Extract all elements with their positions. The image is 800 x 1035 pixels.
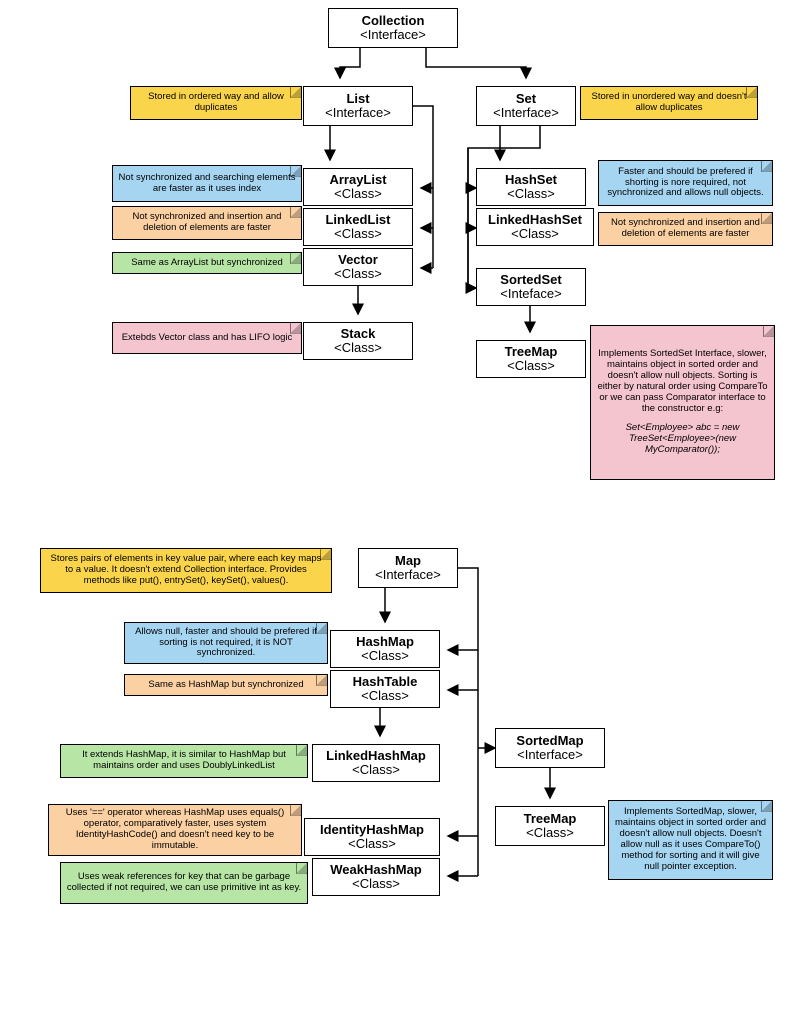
node-subtitle: <Class>: [308, 227, 408, 241]
node-subtitle: <Inteface>: [481, 287, 581, 301]
node-subtitle: <Class>: [335, 689, 435, 703]
node-weakhashmap: WeakHashMap<Class>: [312, 858, 440, 896]
node-subtitle: <Class>: [317, 877, 435, 891]
node-subtitle: <Interface>: [500, 748, 600, 762]
node-hashset: HashSet<Class>: [476, 168, 586, 206]
node-linkedhashset: LinkedHashSet<Class>: [476, 208, 594, 246]
note-map_note: Stores pairs of elements in key value pa…: [40, 548, 332, 593]
node-subtitle: <Class>: [500, 826, 600, 840]
node-title: HashTable: [335, 675, 435, 689]
node-title: Stack: [308, 327, 408, 341]
node-title: HashMap: [335, 635, 435, 649]
edge: [340, 48, 360, 78]
node-title: TreeMap: [481, 345, 581, 359]
node-title: ArrayList: [308, 173, 408, 187]
node-linkedhashmap: LinkedHashMap<Class>: [312, 744, 440, 782]
note-arraylist_note: Not synchronized and searching elements …: [112, 165, 302, 202]
node-sortedmap: SortedMap<Interface>: [495, 728, 605, 768]
note-treemap2_note: Implements SortedMap, slower, maintains …: [608, 800, 773, 880]
edge: [468, 126, 540, 288]
node-treemap2: TreeMap<Class>: [495, 806, 605, 846]
node-subtitle: <Class>: [308, 187, 408, 201]
node-title: Vector: [308, 253, 408, 267]
node-subtitle: <Class>: [481, 187, 581, 201]
node-subtitle: <Class>: [481, 227, 589, 241]
note-identityhashmap_note: Uses '==' operator whereas HashMap uses …: [48, 804, 302, 856]
node-set: Set<Interface>: [476, 86, 576, 126]
node-stack: Stack<Class>: [303, 322, 413, 360]
node-title: Map: [363, 554, 453, 568]
node-title: LinkedHashSet: [481, 213, 589, 227]
node-title: LinkedList: [308, 213, 408, 227]
note-hashtable_note: Same as HashMap but synchronized: [124, 674, 328, 696]
note-linkedlist_note: Not synchronized and insertion and delet…: [112, 206, 302, 240]
node-title: HashSet: [481, 173, 581, 187]
note-weakhashmap_note: Uses weak references for key that can be…: [60, 862, 308, 904]
node-title: SortedSet: [481, 273, 581, 287]
node-map: Map<Interface>: [358, 548, 458, 588]
node-subtitle: <Interface>: [363, 568, 453, 582]
node-title: WeakHashMap: [317, 863, 435, 877]
node-collection: Collection<Interface>: [328, 8, 458, 48]
node-subtitle: <Class>: [308, 267, 408, 281]
node-vector: Vector<Class>: [303, 248, 413, 286]
node-treemap1: TreeMap<Class>: [476, 340, 586, 378]
node-title: SortedMap: [500, 734, 600, 748]
node-arraylist: ArrayList<Class>: [303, 168, 413, 206]
node-linkedlist: LinkedList<Class>: [303, 208, 413, 246]
edge: [426, 48, 526, 78]
note-linkedhashset_note: Not synchronized and insertion and delet…: [598, 212, 773, 246]
edge: [458, 568, 478, 876]
note-hashmap_note: Allows null, faster and should be prefer…: [124, 622, 328, 664]
node-subtitle: <Class>: [481, 359, 581, 373]
node-title: Set: [481, 92, 571, 106]
node-subtitle: <Class>: [308, 341, 408, 355]
node-hashtable: HashTable<Class>: [330, 670, 440, 708]
node-title: IdentityHashMap: [309, 823, 435, 837]
node-sortedset: SortedSet<Inteface>: [476, 268, 586, 306]
note-hashset_note: Faster and should be prefered if shortin…: [598, 160, 773, 206]
node-hashmap: HashMap<Class>: [330, 630, 440, 668]
note-treemap1_note: Implements SortedSet Interface, slower, …: [590, 325, 775, 480]
note-list_note: Stored in ordered way and allow duplicat…: [130, 86, 302, 120]
node-title: TreeMap: [500, 812, 600, 826]
node-title: List: [308, 92, 408, 106]
node-subtitle: <Interface>: [481, 106, 571, 120]
node-title: Collection: [333, 14, 453, 28]
node-subtitle: <Interface>: [333, 28, 453, 42]
note-stack_note: Extebds Vector class and has LIFO logic: [112, 322, 302, 354]
node-title: LinkedHashMap: [317, 749, 435, 763]
edge: [413, 106, 433, 188]
note-vector_note: Same as ArrayList but synchronized: [112, 252, 302, 274]
node-subtitle: <Class>: [317, 763, 435, 777]
note-set_note: Stored in unordered way and doesn't allo…: [580, 86, 758, 120]
node-subtitle: <Class>: [309, 837, 435, 851]
node-identityhashmap: IdentityHashMap<Class>: [304, 818, 440, 856]
note-linkedhashmap_note: It extends HashMap, it is similar to Has…: [60, 744, 308, 778]
node-list: List<Interface>: [303, 86, 413, 126]
node-subtitle: <Interface>: [308, 106, 408, 120]
node-subtitle: <Class>: [335, 649, 435, 663]
